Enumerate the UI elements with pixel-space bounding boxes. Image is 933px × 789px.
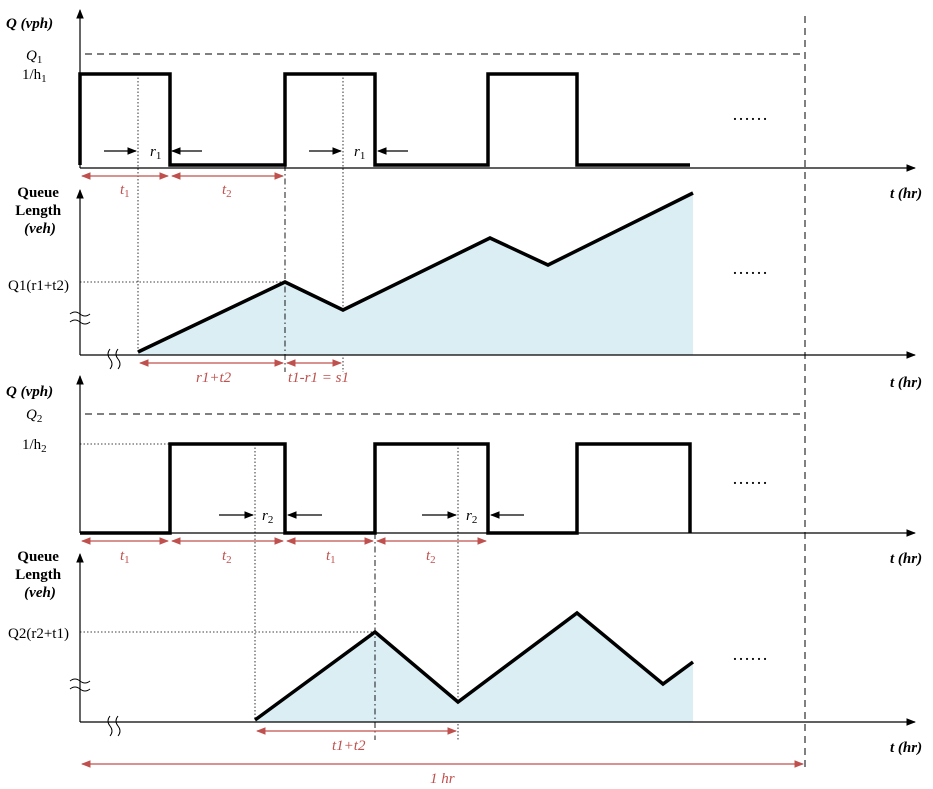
panel-queue-2: Queue Length (veh) Q2(r2+t1) …… t1+t2 t … — [8, 533, 922, 787]
queue-level-label: Q2(r2+t1) — [8, 626, 69, 642]
queue-curve — [253, 610, 695, 722]
r1-label: r1 — [150, 144, 161, 162]
ellipsis: …… — [732, 644, 768, 664]
t-axis-label: t (hr) — [890, 375, 922, 391]
t2-label: t2 — [222, 182, 232, 200]
queue-area — [138, 193, 693, 355]
t-axis-label: t (hr) — [890, 551, 922, 567]
t2-label: t2 — [426, 548, 436, 566]
y-axis-label: Q (vph) — [6, 16, 53, 32]
panel-queue-1: Queue Length (veh) Q1(r1+t2) …… r1+t2 t1… — [8, 165, 922, 391]
t2-label: t2 — [222, 548, 232, 566]
queue-area — [255, 613, 693, 722]
axis-break-icon — [69, 311, 91, 325]
capacity-label: Q1 — [26, 48, 42, 66]
s1-label: t1-r1 = s1 — [288, 370, 349, 386]
t1-label: t1 — [326, 548, 336, 566]
y-axis-label: Q (vph) — [6, 384, 53, 400]
ellipsis: …… — [732, 468, 768, 488]
t-axis-label: t (hr) — [890, 740, 922, 756]
one-hour-label: 1 hr — [430, 771, 455, 787]
r2-label: r2 — [262, 508, 273, 526]
queue-curve — [137, 191, 694, 354]
headway-label: 1/h1 — [22, 67, 47, 85]
panel-flow-1: Q (vph) Q1 1/h1 r1 r1 …… t1 t2 t (hr) — [6, 9, 922, 372]
panel-flow-2: Q (vph) Q2 1/h2 r2 r2 …… t1 t2 t1 t2 t (… — [6, 375, 922, 740]
y-axis-label: Queue Length (veh) — [15, 185, 65, 237]
r1-t2-label: r1+t2 — [196, 370, 232, 386]
t1-label: t1 — [120, 548, 130, 566]
t-axis-label: t (hr) — [890, 186, 922, 202]
t1-label: t1 — [120, 182, 130, 200]
ellipsis: …… — [732, 258, 768, 278]
flow-pulse — [78, 72, 690, 167]
axis-break-icon — [107, 715, 121, 737]
y-axis-label: Queue Length (veh) — [15, 549, 65, 601]
headway-label: 1/h2 — [22, 437, 47, 455]
axis-break-icon — [69, 678, 91, 692]
capacity-label: Q2 — [26, 407, 42, 425]
r2-label: r2 — [466, 508, 477, 526]
queue-level-label: Q1(r1+t2) — [8, 278, 69, 294]
r1-label: r1 — [354, 144, 365, 162]
flow-pulse — [80, 442, 692, 535]
t1-t2-label: t1+t2 — [332, 738, 366, 754]
axis-break-icon — [107, 348, 121, 370]
ellipsis: …… — [732, 104, 768, 124]
